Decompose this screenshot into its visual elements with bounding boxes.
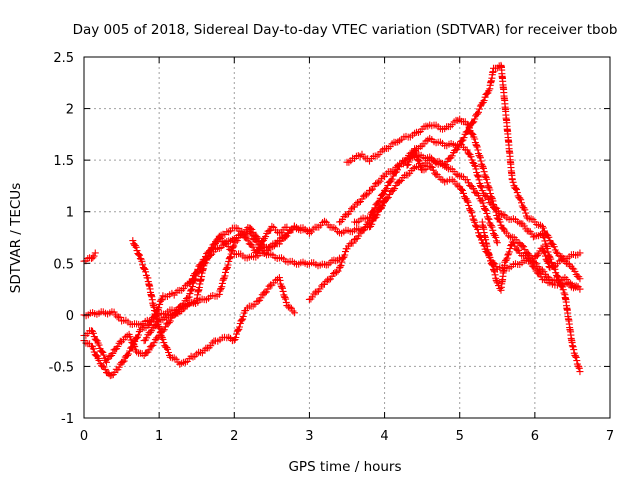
y-tick-label: 2.5 — [53, 51, 74, 66]
y-tick-label: -0.5 — [49, 360, 74, 375]
series-track-8 — [336, 61, 584, 283]
series-markers — [478, 218, 584, 294]
series-markers — [129, 237, 298, 368]
series-track-9 — [343, 115, 584, 293]
series-track-6 — [140, 222, 291, 345]
y-tick-label: 0 — [66, 309, 74, 324]
x-tick-label: 4 — [380, 429, 388, 444]
y-axis-ticks: -1 -0.5 0 0.5 1 1.5 2 2.5 — [49, 51, 610, 427]
x-tick-label: 5 — [456, 429, 464, 444]
plot-frame — [83, 56, 611, 419]
x-tick-label: 0 — [80, 429, 88, 444]
x-tick-label: 6 — [531, 429, 539, 444]
x-axis-ticks: 0 1 2 3 4 5 6 7 — [80, 57, 614, 444]
series-track-5 — [129, 237, 298, 368]
series-track-1 — [80, 249, 99, 265]
chart-title: Day 005 of 2018, Sidereal Day-to-day VTE… — [73, 22, 618, 38]
series-markers — [343, 115, 584, 293]
grid-lines — [84, 57, 610, 418]
series-markers — [140, 222, 291, 345]
y-tick-label: 1 — [66, 206, 74, 221]
y-tick-label: 0.5 — [53, 257, 74, 272]
y-tick-label: 1.5 — [53, 154, 74, 169]
x-tick-label: 3 — [305, 429, 313, 444]
y-axis-label: SDTVAR / TECUs — [8, 183, 24, 293]
series-track-7 — [305, 156, 501, 303]
y-tick-label: 2 — [66, 103, 74, 118]
y-tick-label: -1 — [61, 412, 74, 427]
x-axis-label: GPS time / hours — [288, 459, 401, 475]
series-track-12 — [478, 218, 584, 294]
series-markers — [80, 249, 99, 265]
x-tick-label: 1 — [155, 429, 163, 444]
series-markers — [305, 156, 501, 303]
series-markers — [336, 61, 584, 283]
x-tick-label: 2 — [230, 429, 238, 444]
x-tick-label: 7 — [606, 429, 614, 444]
series-group — [80, 61, 584, 380]
